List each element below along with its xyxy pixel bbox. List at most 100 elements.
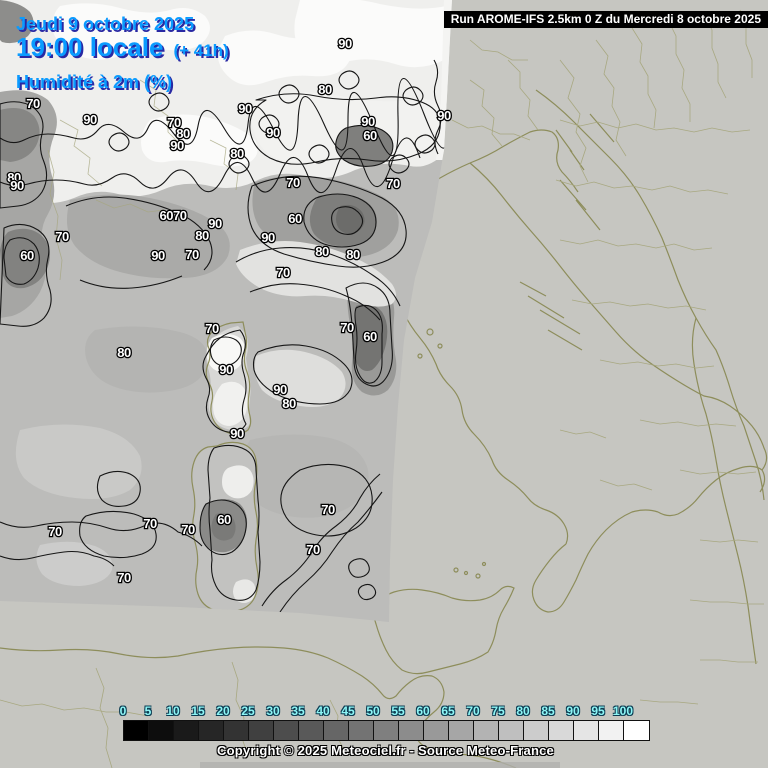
legend-tick-label: 60 <box>416 704 430 718</box>
humidity-legend: 0 5 10 15 20 25 30 35 40 45 50 55 60 65 70 75 80 85 90 95 10… <box>119 704 650 741</box>
contour-value-label: 90 <box>219 362 233 377</box>
contour-value-label: 70 <box>143 516 157 531</box>
legend-cell <box>299 721 324 740</box>
legend-cell <box>474 721 499 740</box>
contour-value-label: 80 <box>315 244 329 259</box>
legend-cell <box>549 721 574 740</box>
legend-cell <box>524 721 549 740</box>
legend-tick-label: 35 <box>291 704 305 718</box>
legend-cell <box>374 721 399 740</box>
legend-tick-label: 40 <box>316 704 330 718</box>
contour-value-label: 60 <box>363 329 377 344</box>
legend-tick-label: 20 <box>216 704 230 718</box>
legend-tick-label: 55 <box>391 704 405 718</box>
contour-value-label: 90 <box>338 36 352 51</box>
contour-value-label: 60 <box>217 512 231 527</box>
parameter-label: Humidité à 2m (%) <box>16 72 173 92</box>
contour-value-label: 80 <box>195 228 209 243</box>
legend-labels: 0 5 10 15 20 25 30 35 40 45 50 55 60 65 70 75 80 85 90 95 10… <box>119 704 650 719</box>
contour-value-label: 60 <box>288 211 302 226</box>
contour-value-label: 70 <box>167 115 181 130</box>
contour-value-label: 70 <box>386 176 400 191</box>
legend-colorbar <box>123 720 650 741</box>
forecast-time-local: 19:00 locale <box>16 32 164 62</box>
contour-value-label: 70 <box>205 321 219 336</box>
legend-cell <box>624 721 649 740</box>
contour-value-label: 90 <box>361 114 375 129</box>
legend-tick-label: 5 <box>144 704 152 718</box>
run-banner: Run AROME-IFS 2.5km 0 Z du Mercredi 8 oc… <box>443 11 768 28</box>
contour-value-label: 80 <box>318 82 332 97</box>
contour-value-label: 90 <box>10 178 24 193</box>
legend-cell <box>224 721 249 740</box>
legend-tick-label: 70 <box>466 704 480 718</box>
copyright-text: Copyright © 2025 Meteociel.fr - Source M… <box>217 743 554 758</box>
legend-cell <box>349 721 374 740</box>
legend-tick-label: 75 <box>491 704 505 718</box>
model-domain <box>0 0 452 622</box>
contour-value-label: 70 <box>181 522 195 537</box>
legend-tick-label: 25 <box>241 704 255 718</box>
contour-value-label: 90 <box>151 248 165 263</box>
contour-value-label: 70 <box>185 247 199 262</box>
contour-value-label: 70 <box>306 542 320 557</box>
legend-cell <box>174 721 199 740</box>
legend-tick-label: 15 <box>191 704 205 718</box>
contour-value-label: 90 <box>83 112 97 127</box>
contour-value-label: 80 <box>176 126 190 141</box>
legend-cell <box>199 721 224 740</box>
contour-value-label: 90 <box>170 138 184 153</box>
contour-value-label: 60 <box>20 248 34 263</box>
legend-cell <box>124 721 149 740</box>
legend-cell <box>249 721 274 740</box>
legend-tick-label: 95 <box>591 704 605 718</box>
contour-value-label: 70 <box>286 175 300 190</box>
contour-value-label: 70 <box>117 570 131 585</box>
contour-value-label: 70 <box>321 502 335 517</box>
contour-value-label: 90 <box>238 101 252 116</box>
contour-value-label: 70 <box>55 229 69 244</box>
legend-tick-label: 30 <box>266 704 280 718</box>
legend-cell <box>424 721 449 740</box>
forecast-date: Jeudi 9 octobre 2025 <box>16 14 195 34</box>
coastlines-out-of-domain <box>0 9 768 768</box>
legend-cell <box>574 721 599 740</box>
contour-value-label: 90 <box>266 125 280 140</box>
legend-cell <box>149 721 174 740</box>
contour-value-label: 90 <box>273 382 287 397</box>
legend-tick-label: 90 <box>566 704 580 718</box>
legend-tick-label: 10 <box>166 704 180 718</box>
legend-tick-label: 45 <box>341 704 355 718</box>
contour-value-label: 70 <box>48 524 62 539</box>
forecast-offset: (+ 41h) <box>173 41 229 60</box>
legend-cell <box>499 721 524 740</box>
contour-value-label: 80 <box>230 146 244 161</box>
legend-cell <box>599 721 624 740</box>
contour-value-label: 80 <box>117 345 131 360</box>
legend-tick-label: 65 <box>441 704 455 718</box>
contour-value-label: 90 <box>437 108 451 123</box>
legend-cell <box>449 721 474 740</box>
contour-value-label: 70 <box>340 320 354 335</box>
contour-value-label: 80 <box>282 396 296 411</box>
contour-value-label: 90 <box>208 216 222 231</box>
contour-value-label: 60 <box>363 128 377 143</box>
legend-cell <box>399 721 424 740</box>
contour-value-label: 90 <box>230 426 244 441</box>
legend-tick-label: 0 <box>119 704 127 718</box>
legend-tick-label: 85 <box>541 704 555 718</box>
legend-cell <box>324 721 349 740</box>
legend-tick-label: 100 <box>612 704 634 718</box>
contour-value-label: 6070 <box>160 208 187 223</box>
contour-value-label: 90 <box>261 230 275 245</box>
legend-tick-label: 50 <box>366 704 380 718</box>
contour-value-label: 80 <box>346 247 360 262</box>
contour-value-label: 70 <box>26 96 40 111</box>
contour-value-label: 80 <box>7 170 21 185</box>
contour-value-label: 70 <box>276 265 290 280</box>
legend-tick-label: 80 <box>516 704 530 718</box>
forecast-time: 19:00 locale (+ 41h) <box>16 32 229 63</box>
